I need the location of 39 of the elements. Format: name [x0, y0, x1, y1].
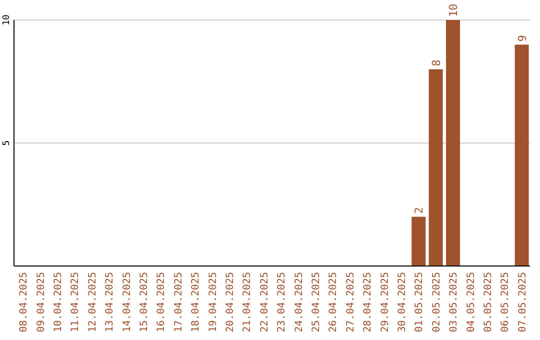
- x-tick-label: 26.04.2025: [328, 272, 340, 332]
- x-tick-label: 02.05.2025: [431, 272, 442, 332]
- x-tick-label: 21.04.2025: [242, 272, 254, 332]
- x-tick-label: 15.04.2025: [139, 272, 150, 332]
- x-tick-label: 25.04.2025: [311, 272, 322, 332]
- x-tick-label: 18.04.2025: [190, 272, 202, 332]
- data-label: 8: [430, 60, 443, 66]
- x-tick-label: 14.04.2025: [122, 272, 133, 332]
- x-tick-label: 03.05.2025: [448, 272, 460, 332]
- x-tick-label: 06.05.2025: [500, 272, 512, 332]
- x-tick-label: 27.04.2025: [345, 272, 356, 332]
- x-tick-label: 16.04.2025: [156, 272, 168, 332]
- x-tick-label: 22.04.2025: [259, 272, 270, 332]
- bar: [412, 216, 426, 266]
- bar: [446, 20, 460, 266]
- x-tick-label: 29.04.2025: [380, 272, 391, 332]
- x-tick-label: 20.04.2025: [225, 272, 236, 332]
- data-label: 9: [516, 34, 529, 42]
- x-tick-label: 09.04.2025: [36, 272, 47, 332]
- data-label: 10: [447, 4, 460, 17]
- x-tick-label: 13.04.2025: [104, 272, 116, 332]
- y-tick-label: 5: [2, 140, 12, 146]
- x-tick-label: 11.04.2025: [70, 272, 82, 332]
- x-tick-label: 23.04.2025: [276, 272, 288, 332]
- x-tick-label: 24.04.2025: [294, 272, 305, 332]
- x-tick-label: 12.04.2025: [87, 272, 98, 332]
- x-tick-label: 01.05.2025: [414, 272, 426, 332]
- bar: [428, 69, 443, 266]
- x-tick-label: 04.05.2025: [466, 272, 477, 332]
- bar: [514, 44, 529, 266]
- x-tick-label: 19.04.2025: [208, 272, 219, 332]
- x-tick-label: 28.04.2025: [362, 272, 374, 332]
- x-tick-label: 30.04.2025: [397, 272, 408, 332]
- x-tick-label: 10.04.2025: [53, 272, 64, 332]
- x-tick-label: 17.04.2025: [173, 272, 184, 332]
- x-tick-label: 05.05.2025: [483, 272, 494, 332]
- data-label: 2: [412, 207, 426, 214]
- x-tick-label: 07.05.2025: [517, 272, 528, 332]
- x-tick-label: 08.04.2025: [18, 272, 30, 332]
